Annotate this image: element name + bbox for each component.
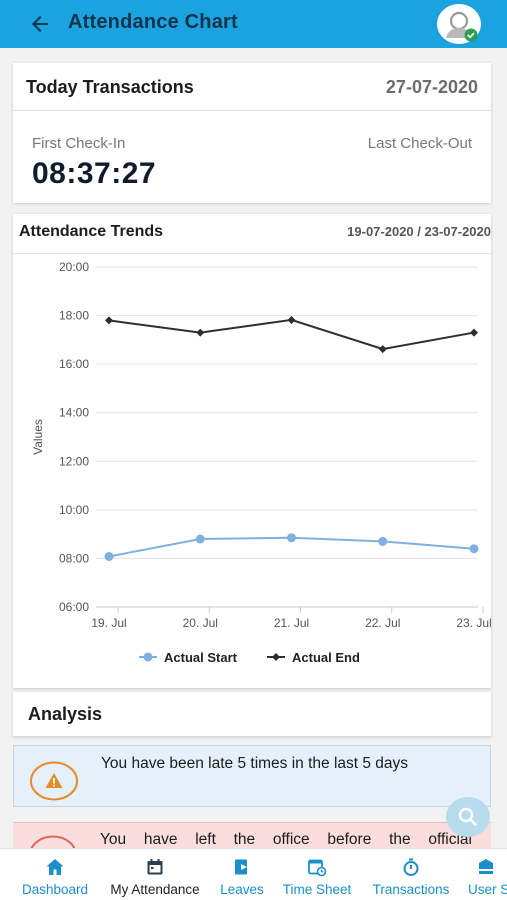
late-alert-text: You have been late 5 times in the last 5… (101, 755, 409, 772)
data-point (469, 544, 479, 554)
nav-transactions-label: Transactions (372, 882, 450, 897)
nav-user-settings-label: User S (468, 882, 507, 897)
y-tick-label: 08:00 (59, 551, 89, 565)
stopwatch-icon (403, 858, 419, 876)
data-point (196, 328, 205, 337)
attendance-line-chart: 06:00 08:00 10:00 12:00 14:00 16:00 18:00 20:00… (31, 260, 491, 665)
nav-user-settings[interactable]: User S (464, 849, 507, 900)
data-point (470, 328, 478, 337)
search-button[interactable] (446, 797, 490, 837)
today-transactions-card: Today Transactions 27-07-2020 First Chec… (13, 63, 491, 203)
data-point (378, 345, 387, 354)
trends-date-range: 19-07-2020 / 23-07-2020 (347, 224, 491, 239)
data-point (195, 534, 205, 544)
x-tick-label: 22. Jul (365, 616, 400, 630)
warning-icon (29, 761, 79, 801)
data-point (105, 316, 113, 325)
early-leave-alert: You have left the office before the offi… (13, 822, 491, 852)
trends-header: Attendance Trends 19-07-2020 / 23-07-202… (13, 214, 491, 254)
home-icon (46, 859, 64, 875)
nav-my-attendance-label: My Attendance (110, 882, 200, 897)
leave-icon (235, 859, 247, 875)
timesheet-icon (308, 859, 327, 877)
x-tick-label: 21. Jul (274, 616, 309, 630)
app-bar: Attendance Chart (0, 0, 507, 48)
legend-marker (143, 652, 153, 662)
page-title: Attendance Chart (68, 11, 238, 33)
today-header: Today Transactions 27-07-2020 (13, 63, 491, 111)
search-icon (458, 807, 477, 826)
late-alert: You have been late 5 times in the last 5… (13, 745, 491, 807)
analysis-title: Analysis (28, 704, 103, 724)
data-point (104, 551, 114, 561)
early-leave-alert-text: You have left the office before the offi… (100, 831, 472, 848)
calendar-icon (147, 859, 163, 875)
data-point (378, 536, 388, 546)
warning-icon (28, 835, 78, 852)
data-point (287, 533, 296, 543)
nav-dashboard-label: Dashboard (21, 882, 89, 897)
nav-dashboard[interactable]: Dashboard (14, 849, 96, 900)
y-tick-label: 18:00 (59, 309, 89, 323)
nav-my-attendance[interactable]: My Attendance (103, 849, 207, 900)
y-tick-label: 06:00 (59, 600, 89, 614)
legend-label: Actual Start (164, 650, 238, 665)
y-tick-label: 14:00 (59, 406, 89, 420)
y-tick-label: 12:00 (59, 454, 89, 468)
y-tick-label: 20:00 (59, 260, 89, 274)
analysis-card: Analysis (13, 692, 491, 736)
y-tick-label: 16:00 (59, 357, 89, 371)
first-checkin-label: First Check-In (32, 135, 126, 152)
first-checkin-time: 08:37:27 (32, 157, 157, 190)
today-date: 27-07-2020 (385, 77, 478, 97)
trends-title: Attendance Trends (19, 223, 164, 240)
x-tick-label: 23. Jul (456, 616, 491, 630)
x-tick-label: 19. Jul (91, 616, 126, 630)
data-point (287, 315, 296, 324)
nav-time-sheet[interactable]: Time Sheet (276, 849, 358, 900)
nav-leaves-label: Leaves (220, 882, 264, 897)
y-tick-label: 10:00 (59, 503, 89, 517)
nav-time-sheet-label: Time Sheet (282, 882, 352, 897)
attendance-trends-card: Attendance Trends 19-07-2020 / 23-07-202… (13, 214, 491, 688)
user-avatar[interactable] (437, 4, 481, 44)
back-arrow-icon[interactable] (28, 12, 52, 36)
user-settings-icon (478, 859, 493, 874)
x-tick-label: 20. Jul (183, 616, 218, 630)
bottom-navigation: Dashboard My Attendance Leaves Time Shee… (0, 848, 507, 900)
nav-transactions[interactable]: Transactions (364, 849, 458, 900)
nav-leaves[interactable]: Leaves (214, 849, 270, 900)
series-line (108, 318, 475, 351)
legend-label: Actual End (292, 650, 360, 665)
legend-marker (272, 653, 280, 661)
user-avatar-icon (446, 11, 478, 42)
last-checkout-label: Last Check-Out (367, 135, 472, 152)
y-axis-label: Values (31, 419, 45, 455)
today-title: Today Transactions (26, 77, 194, 97)
